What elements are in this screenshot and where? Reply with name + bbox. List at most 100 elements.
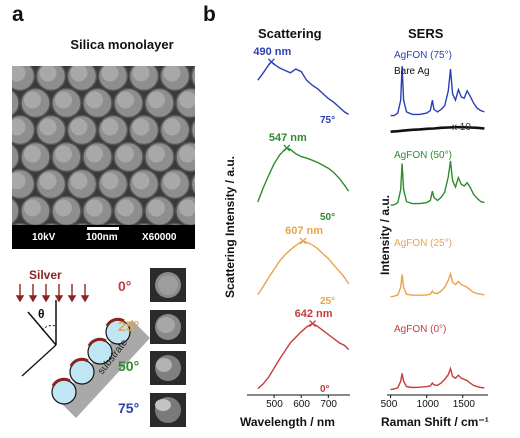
sers-series-line	[390, 65, 485, 117]
panel-letter-b: b	[203, 3, 216, 26]
scattering-x-tick-label: 600	[293, 399, 310, 410]
silica-sphere-highlight	[163, 172, 181, 190]
sers-scale-factor: x 10	[452, 122, 471, 133]
spheres-on-substrate	[51, 317, 131, 405]
silica-sphere-highlight	[24, 145, 41, 163]
sers-series-line	[390, 125, 485, 133]
sers-series-line	[390, 160, 485, 206]
silica-sphere-highlight	[86, 145, 103, 163]
angle-label-25: 25°	[118, 318, 140, 334]
scattering-peak-label: 607 nm	[285, 225, 324, 237]
silver-label: Silver	[29, 268, 62, 282]
silica-sphere	[12, 197, 20, 225]
silica-sphere-highlight	[55, 145, 72, 163]
scattering-peak-label: 547 nm	[268, 132, 307, 144]
sem-info-bar: 10kV 100nm X60000	[12, 225, 195, 249]
silica-sphere	[190, 119, 195, 141]
sers-series-line	[390, 271, 485, 298]
silica-sphere-highlight	[163, 118, 181, 136]
sers-x-tick-label: 500	[380, 399, 398, 410]
scattering-x-axis-label: Wavelength / nm	[240, 415, 335, 429]
scattering-x-tick-label: 700	[320, 399, 337, 410]
scattering-x-tick-label: 500	[266, 399, 283, 410]
sers-series-label: AgFON (25°)	[394, 238, 452, 249]
sem-image: 10kV 100nm X60000	[12, 66, 195, 249]
silica-sphere-highlight	[179, 199, 195, 217]
scattering-title: Scattering	[258, 26, 322, 41]
silica-sphere-highlight	[86, 91, 103, 109]
scattering-peak-label: 490 nm	[253, 45, 292, 58]
silica-sphere-highlight	[70, 172, 88, 190]
silica-sphere-highlight	[39, 118, 57, 136]
silica-sphere-highlight	[194, 124, 195, 130]
silica-spheres-image	[12, 66, 195, 249]
sers-series-label: AgFON (75°)	[394, 50, 452, 61]
scattering-peak-marker	[267, 58, 275, 66]
scattering-series-line	[257, 240, 350, 295]
scattering-angle-tag: 50°	[320, 212, 336, 223]
silica-sphere	[12, 89, 20, 117]
silver-arrows	[15, 284, 90, 303]
silica-sphere-highlight	[194, 70, 195, 76]
silica-sphere	[190, 173, 195, 195]
silica-sphere	[12, 143, 20, 171]
silica-sphere-highlight	[39, 66, 57, 82]
thumbnail-75	[150, 393, 186, 427]
silica-sphere-highlight	[163, 66, 181, 82]
sers-x-tick-label: 1500	[452, 399, 475, 410]
silica-sphere-highlight	[148, 199, 165, 217]
theta-label: θ	[38, 307, 45, 321]
silica-sphere-highlight	[70, 118, 88, 136]
silica-sphere-highlight	[132, 118, 150, 136]
silica-sphere-highlight	[70, 66, 88, 82]
silica-sphere-highlight	[12, 66, 26, 82]
sers-x-axis-label: Raman Shift / cm⁻¹	[381, 415, 489, 429]
silica-sphere-highlight	[24, 199, 41, 217]
silica-sphere-highlight	[86, 199, 103, 217]
scattering-angle-tag: 0°	[320, 384, 330, 395]
silica-sphere-highlight	[148, 145, 165, 163]
angle-label-0: 0°	[118, 278, 132, 294]
scattering-series-line	[257, 147, 350, 203]
angle-label-50: 50°	[118, 358, 140, 374]
silica-sphere-highlight	[12, 118, 26, 136]
scale-bar	[87, 227, 119, 230]
scattering-angle-tag: 75°	[320, 115, 336, 126]
silica-sphere-highlight	[39, 172, 57, 190]
scattering-peak-marker	[283, 144, 291, 152]
sem-scale-text: 100nm	[86, 232, 118, 243]
silica-sphere-highlight	[101, 118, 119, 136]
substrate-block	[58, 320, 150, 418]
silica-sphere-highlight	[117, 145, 134, 163]
angle-label-75: 75°	[118, 400, 140, 416]
sem-voltage: 10kV	[32, 232, 56, 243]
silica-sphere-highlight	[24, 91, 41, 109]
sers-series-line	[390, 366, 485, 391]
scattering-peak-marker	[299, 237, 307, 245]
silica-sphere-highlight	[117, 199, 134, 217]
thumbnail-0	[150, 268, 186, 302]
thumbnail-50	[150, 351, 186, 385]
sem-magnification: X60000	[142, 232, 177, 243]
scattering-peak-marker	[309, 320, 317, 328]
silica-sphere-highlight	[12, 172, 26, 190]
silica-sphere-highlight	[179, 145, 195, 163]
silica-sphere-highlight	[132, 172, 150, 190]
sem-title: Silica monolayer	[70, 37, 174, 52]
panel-letter-a: a	[12, 3, 24, 26]
silica-sphere-highlight	[117, 91, 134, 109]
silica-sphere-highlight	[148, 91, 165, 109]
scattering-series-line	[257, 322, 350, 390]
silica-sphere	[190, 66, 195, 87]
deposition-schematic	[15, 284, 150, 418]
sers-series-label: AgFON (50°)	[394, 150, 452, 161]
silica-sphere-highlight	[194, 178, 195, 184]
scattering-angle-tag: 25°	[320, 296, 336, 307]
silica-sphere-highlight	[55, 199, 72, 217]
silica-sphere-highlight	[101, 66, 119, 82]
sers-series-label: Bare Ag	[394, 66, 430, 77]
sers-title: SERS	[408, 26, 444, 41]
sers-series-label: AgFON (0°)	[394, 324, 447, 335]
thumbnail-25	[150, 310, 186, 344]
